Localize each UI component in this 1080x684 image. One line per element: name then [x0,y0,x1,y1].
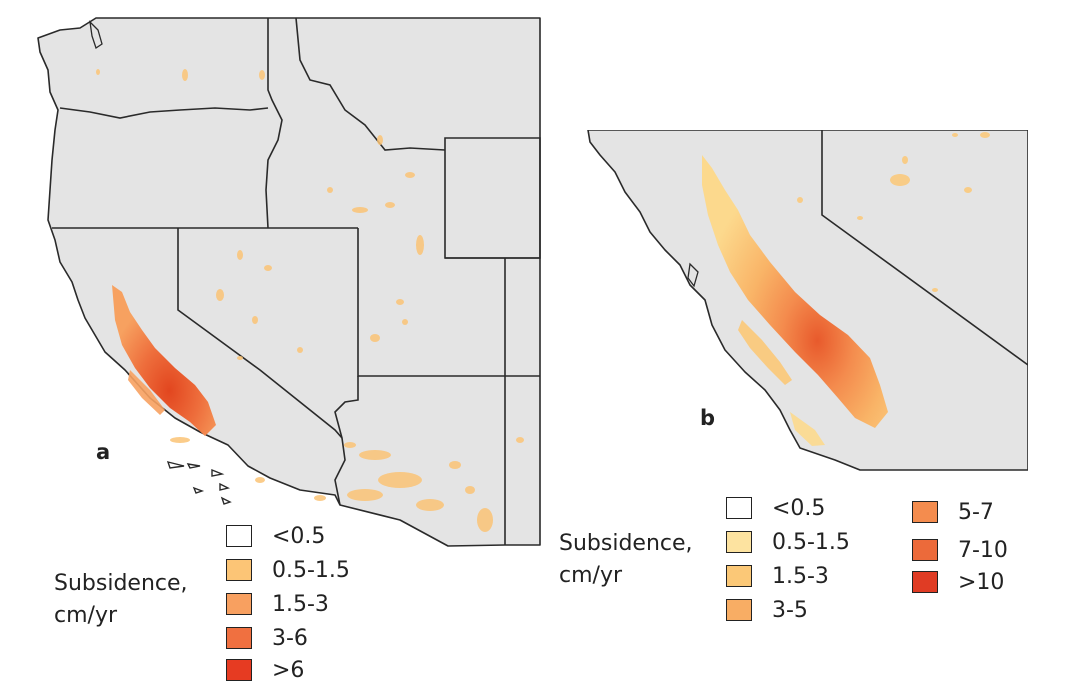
channel-islands [166,461,232,505]
central-valley-subsidence-a [112,285,216,436]
legend-a-label: 1.5-3 [272,591,329,617]
legend-a-item: <0.5 [226,522,325,550]
legend-a-title-line1: Subsidence, [54,571,188,596]
legend-b-swatch [726,599,752,621]
legend-a-swatch [226,559,252,581]
california-landmass [587,130,1028,471]
legend-b-label: 0.5-1.5 [772,529,850,555]
legend-b-label: <0.5 [772,495,826,521]
legend-b-swatch [726,565,752,587]
legend-a-item: >6 [226,656,304,684]
legend-b-title-line2: cm/yr [559,563,623,588]
legend-b-label: 1.5-3 [772,563,829,589]
western-us-map [37,17,541,547]
legend-b-label: 3-5 [772,597,808,623]
legend-b-item: 0.5-1.5 [726,528,850,556]
legend-a-swatch [226,659,252,681]
panel-a-label: a [96,440,111,464]
ca-nv-border [821,130,1028,366]
legend-b-item: 1.5-3 [726,562,829,590]
legend-b-title-line1: Subsidence, [559,531,693,556]
legend-a-title: Subsidence, cm/yr [54,568,188,632]
legend-b-item: 5-7 [912,498,994,526]
legend-a-swatch [226,525,252,547]
minor-subsidence-patches-b [797,132,990,292]
legend-a-swatch [226,593,252,615]
legend-b-swatch [726,497,752,519]
legend-a-label: <0.5 [272,523,326,549]
legend-b-item: <0.5 [726,494,825,522]
legend-b-item: 7-10 [912,536,1008,564]
legend-b-swatch [726,531,752,553]
central-valley-subsidence-b [702,155,888,428]
legend-a-label: 3-6 [272,625,308,651]
panel-b-label: b [700,406,716,430]
legend-a-label: >6 [272,657,305,683]
legend-b-item: 3-5 [726,596,808,624]
legend-b-label: 5-7 [958,499,994,525]
legend-b-swatch [912,571,938,593]
legend-b-item: >10 [912,568,1004,596]
legend-b-label: >10 [958,569,1005,595]
legend-a-item: 1.5-3 [226,590,329,618]
legend-a-item: 3-6 [226,624,308,652]
california-zoom-map [587,130,1028,471]
legend-b-swatch [912,539,938,561]
legend-a-title-line2: cm/yr [54,603,118,628]
legend-b-swatch [912,501,938,523]
state-borders [52,17,541,545]
western-us-landmass [37,17,541,547]
legend-a-item: 0.5-1.5 [226,556,350,584]
legend-b-title: Subsidence, cm/yr [559,528,693,592]
minor-subsidence-patches-a [96,69,524,532]
legend-a-swatch [226,627,252,649]
legend-b-label: 7-10 [958,537,1008,563]
legend-a-label: 0.5-1.5 [272,557,350,583]
